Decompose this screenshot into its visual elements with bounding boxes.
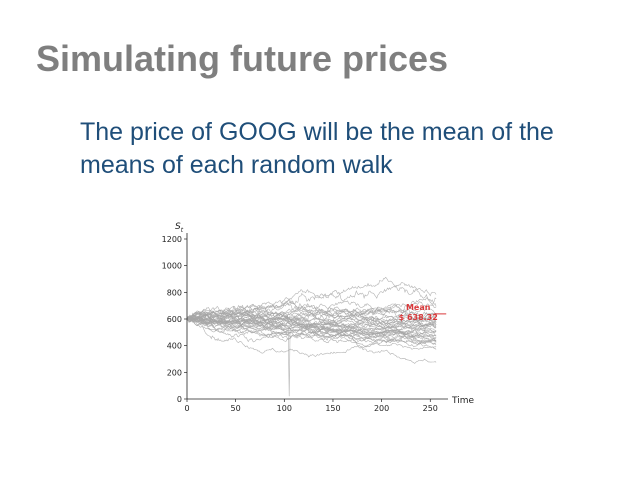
mean-annotation: Mean$ 638.32 [399,303,447,322]
slide-title: Simulating future prices [36,38,449,79]
random-walk-line [187,308,437,325]
random-walk-line [187,311,437,331]
x-tick-label: 150 [325,404,340,413]
chart-svg: 0 50 100 150 200 250 0 200 400 600 800 1000 1200 Time… [162,222,475,413]
y-tick-label: 1000 [162,262,182,271]
x-tick-label: 50 [231,404,241,413]
random-walk-line [187,308,437,336]
x-tick-label: 100 [277,404,292,413]
x-tick-label: 250 [423,404,438,413]
mean-label: Mean [406,303,431,312]
mean-value: $ 638.32 [399,313,438,322]
random-walk-line [187,300,437,320]
y-tick-label: 200 [167,368,182,377]
random-walk-line [187,318,437,335]
chart-axes: 0 50 100 150 200 250 0 200 400 600 800 1000 1200 Time… [162,222,475,413]
random-walk-line [187,317,437,364]
y-axis-label: St [175,222,184,234]
random-walk-line [187,303,437,329]
random-walk-line [187,306,437,327]
y-tick-label: 400 [167,342,182,351]
y-tick-label: 1200 [162,235,182,244]
random-walk-line [187,304,437,334]
random-walk-line [187,313,437,346]
y-tick-label: 800 [167,288,182,297]
y-tick-label: 600 [167,315,182,324]
x-tick-label: 200 [374,404,389,413]
x-tick-label: 0 [184,404,189,413]
x-axis-label: Time [451,396,474,406]
random-walks [187,276,437,397]
y-tick-label: 0 [177,395,182,404]
random-walk-line [187,318,437,358]
random-walk-line [187,318,437,341]
slide-body-text: The price of GOOG will be the mean of th… [80,118,554,179]
random-walk-line [187,316,437,338]
random-walk-chart: 0 50 100 150 200 250 0 200 400 600 800 1000 1200 Time… [140,213,490,413]
